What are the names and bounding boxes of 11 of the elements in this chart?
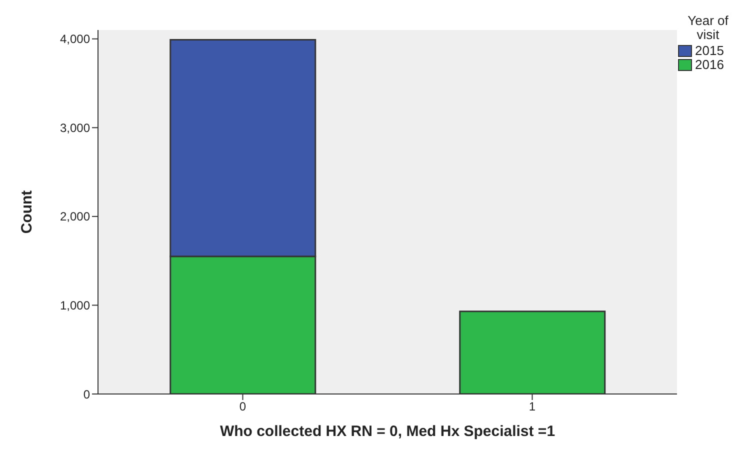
- x-axis-title: Who collected HX RN = 0, Med Hx Specialist =1: [220, 423, 556, 440]
- y-tick-label: 2,000: [60, 210, 90, 224]
- x-tick-label: 1: [528, 400, 536, 414]
- legend-title: Year of visit: [686, 13, 730, 42]
- legend-label: 2015: [695, 43, 724, 58]
- y-tick-label: 4,000: [60, 32, 90, 46]
- y-tick-label: 3,000: [60, 120, 90, 135]
- y-axis-title: Count: [18, 190, 36, 234]
- y-tick-label: 0: [83, 387, 90, 402]
- y-tick-label: 1,000: [60, 298, 90, 312]
- legend-label: 2016: [695, 57, 724, 72]
